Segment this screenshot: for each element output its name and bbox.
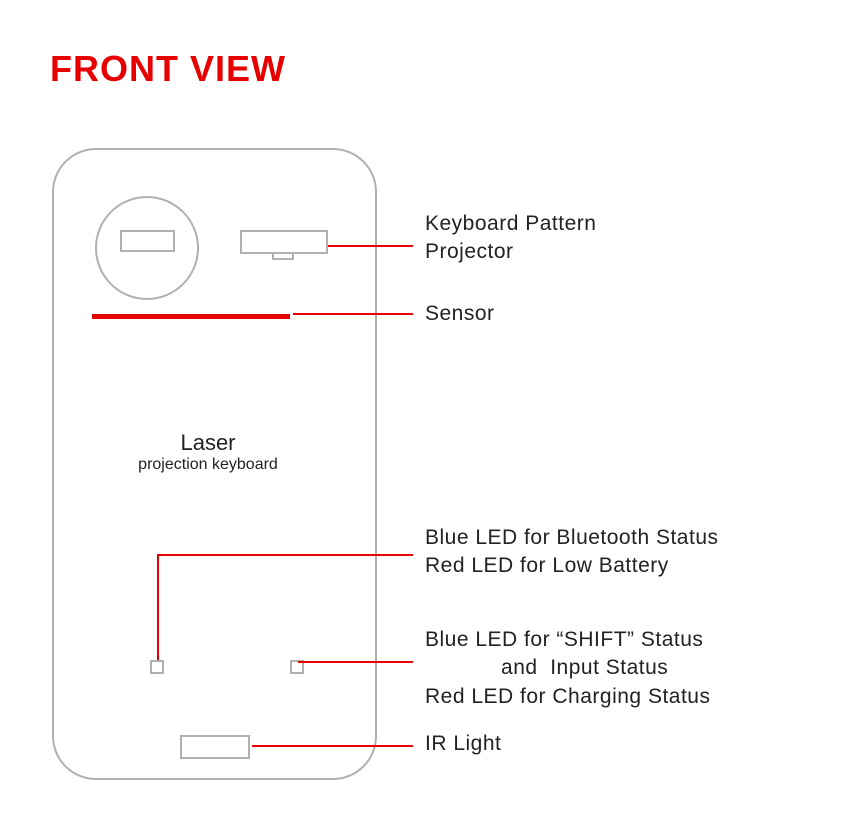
led-indicator-left: [150, 660, 164, 674]
callout-projector-l2: Projector: [425, 238, 596, 266]
callout-led1: Blue LED for Bluetooth Status Red LED fo…: [425, 524, 719, 581]
callout-projector-l1: Keyboard Pattern: [425, 210, 596, 238]
callout-led2: Blue LED for “SHIFT” Status and Input St…: [425, 626, 710, 711]
callout-projector: Keyboard Pattern Projector: [425, 210, 596, 267]
callout-led1-l1: Blue LED for Bluetooth Status: [425, 524, 719, 552]
callout-ir-l1: IR Light: [425, 730, 501, 758]
device-label-line2: projection keyboard: [118, 456, 298, 474]
device-label-line1: Laser: [118, 430, 298, 456]
sensor-window: [120, 230, 175, 252]
callout-led2-l1: Blue LED for “SHIFT” Status: [425, 626, 710, 654]
callout-sensor: Sensor: [425, 300, 495, 328]
callout-sensor-l1: Sensor: [425, 300, 495, 328]
page-title: FRONT VIEW: [50, 48, 286, 90]
callout-led1-l2: Red LED for Low Battery: [425, 552, 719, 580]
projector-window: [240, 230, 328, 254]
led-indicator-right: [290, 660, 304, 674]
callout-led2-l3: Red LED for Charging Status: [425, 683, 710, 711]
callout-led2-l2: and Input Status: [425, 654, 710, 682]
projector-tab: [272, 254, 294, 260]
ir-light-window: [180, 735, 250, 759]
sensor-bar: [92, 314, 290, 319]
callout-ir: IR Light: [425, 730, 501, 758]
